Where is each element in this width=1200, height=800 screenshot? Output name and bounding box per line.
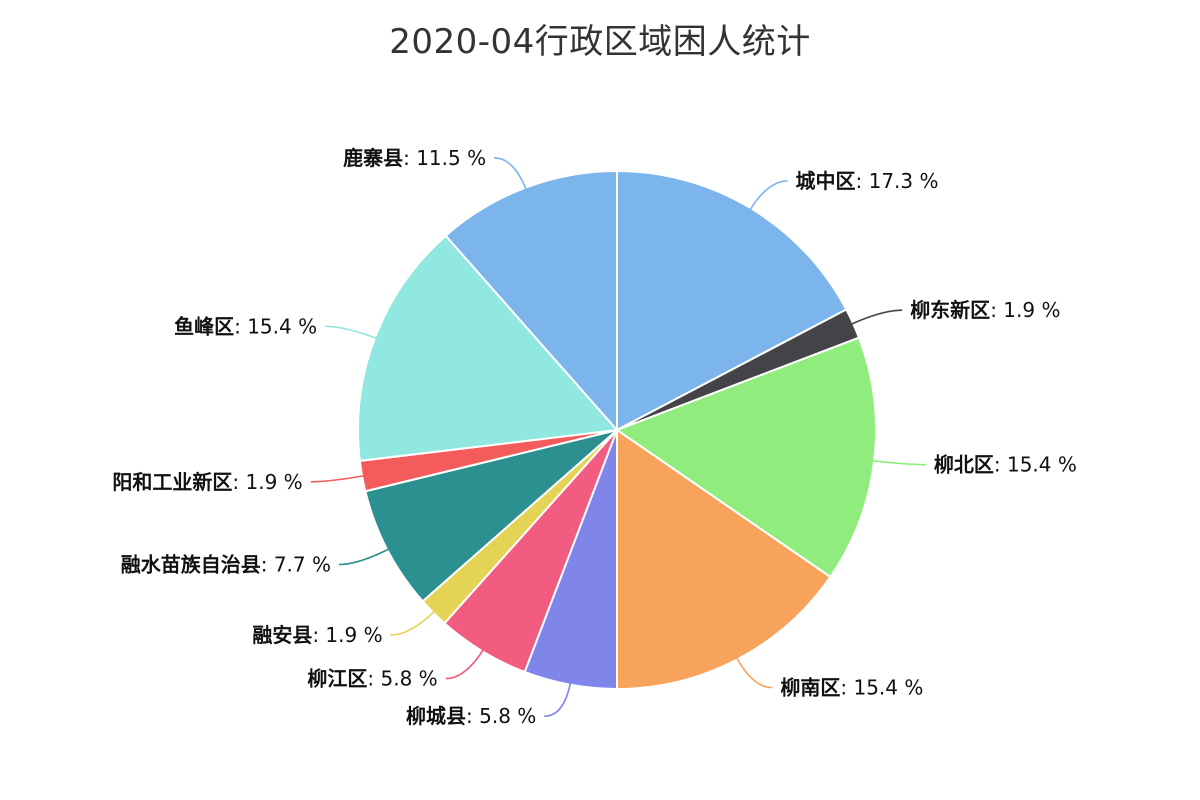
data-label-name: 柳江区	[307, 667, 367, 691]
data-label-name: 融水苗族自治县	[121, 553, 261, 577]
leader-line-10	[494, 157, 528, 192]
data-label-value: : 7.7 %	[261, 553, 331, 577]
data-label-name: 鱼峰区	[174, 314, 234, 338]
data-label-name: 城中区	[796, 169, 856, 193]
leader-line-3	[734, 655, 773, 689]
leader-line-0	[748, 180, 788, 213]
data-label-value: : 1.9 %	[312, 623, 382, 647]
data-label-0: 城中区: 17.3 %	[796, 169, 939, 193]
data-label-name: 柳城县	[406, 704, 466, 728]
data-label-6: 融安县: 1.9 %	[252, 623, 382, 647]
data-label-value: : 1.9 %	[990, 298, 1060, 322]
pie-slices	[357, 169, 877, 691]
data-label-value: : 15.4 %	[840, 676, 923, 700]
leader-line-2	[870, 459, 926, 466]
leader-line-1	[849, 309, 903, 326]
data-label-name: 柳东新区	[910, 298, 990, 322]
leader-line-8	[310, 474, 367, 483]
data-label-value: : 11.5 %	[403, 146, 486, 170]
data-label-value: : 5.8 %	[466, 704, 536, 728]
leader-line-9	[325, 325, 379, 340]
data-label-value: : 15.4 %	[234, 314, 317, 338]
data-label-8: 阳和工业新区: 1.9 %	[112, 470, 302, 494]
leader-line-4	[544, 680, 572, 717]
leader-line-5	[445, 647, 486, 680]
data-label-10: 鹿寨县: 11.5 %	[343, 146, 486, 170]
data-label-value: : 5.8 %	[367, 667, 437, 691]
data-label-name: 柳北区	[934, 453, 994, 477]
data-label-2: 柳北区: 15.4 %	[934, 453, 1077, 477]
data-label-value: : 15.4 %	[994, 453, 1077, 477]
data-label-name: 鹿寨县	[343, 146, 403, 170]
chart-title: 2020-04行政区域困人统计	[389, 22, 811, 62]
data-label-3: 柳南区: 15.4 %	[780, 676, 923, 700]
data-label-name: 阳和工业新区	[112, 470, 232, 494]
data-label-value: : 1.9 %	[232, 470, 302, 494]
data-label-1: 柳东新区: 1.9 %	[910, 298, 1060, 322]
leader-line-6	[390, 609, 437, 636]
data-label-7: 融水苗族自治县: 7.7 %	[121, 553, 331, 577]
data-label-5: 柳江区: 5.8 %	[307, 667, 437, 691]
data-label-name: 融安县	[252, 623, 312, 647]
data-label-value: : 17.3 %	[856, 169, 939, 193]
data-labels: 城中区: 17.3 %柳东新区: 1.9 %柳北区: 15.4 %柳南区: 15…	[112, 146, 1076, 728]
leader-line-7	[338, 547, 392, 566]
data-label-9: 鱼峰区: 15.4 %	[174, 314, 317, 338]
data-label-4: 柳城县: 5.8 %	[406, 704, 536, 728]
leader-lines	[310, 157, 926, 717]
data-label-name: 柳南区	[780, 676, 840, 700]
